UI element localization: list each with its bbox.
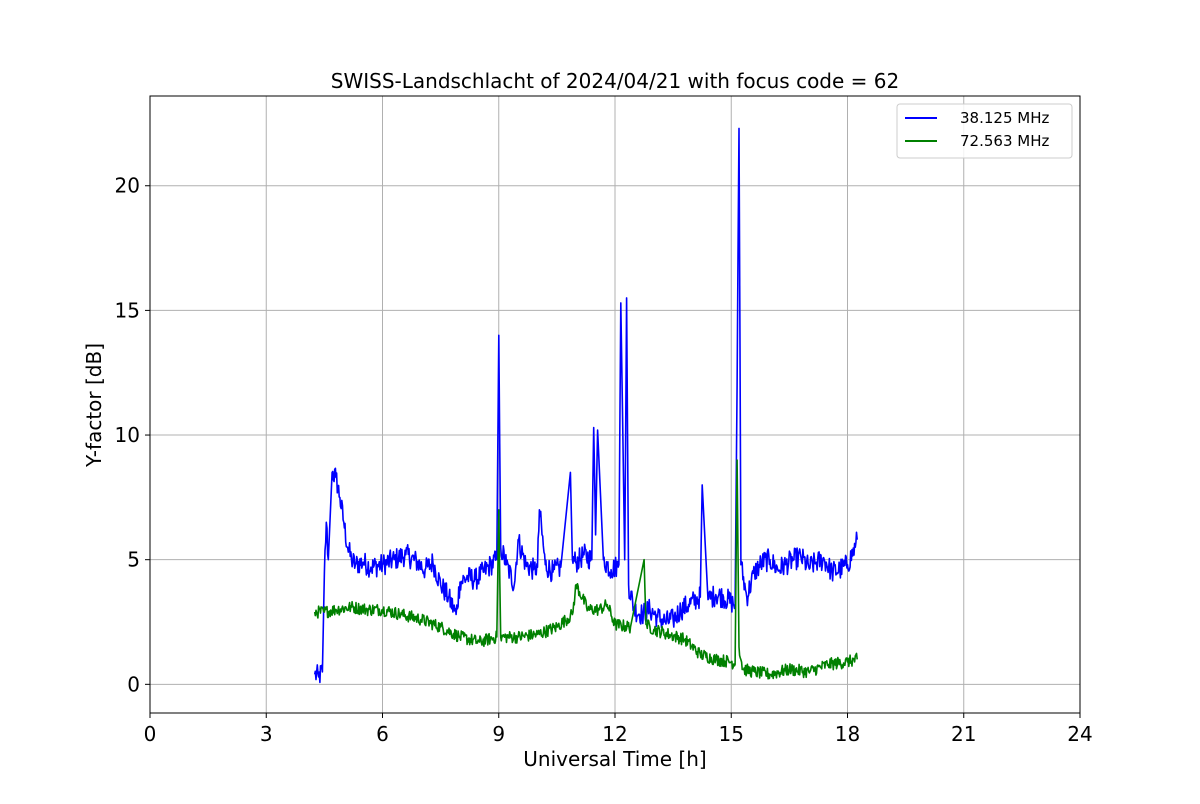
x-tick-label: 15 — [719, 722, 744, 746]
series-line-1 — [313, 459, 858, 680]
y-tick-label: 0 — [127, 672, 140, 696]
y-axis-label: Y-factor [dB] — [82, 343, 106, 468]
series-line-0 — [313, 127, 858, 684]
x-tick-label: 9 — [492, 722, 505, 746]
y-tick-label: 15 — [115, 298, 140, 322]
ticks: 0 3 6 9 12 15 18 21 24 0 5 10 15 20 — [115, 174, 1093, 746]
x-tick-label: 6 — [376, 722, 389, 746]
y-tick-label: 20 — [115, 174, 140, 198]
legend: 38.125 MHz 72.563 MHz — [896, 103, 1073, 159]
legend-box — [896, 103, 1073, 159]
series-layer — [313, 127, 858, 684]
x-axis-label: Universal Time [h] — [523, 747, 706, 771]
y-tick-label: 10 — [115, 423, 140, 447]
x-tick-label: 0 — [144, 722, 157, 746]
chart-title: SWISS-Landschlacht of 2024/04/21 with fo… — [331, 69, 899, 93]
x-tick-label: 12 — [602, 722, 627, 746]
grid — [149, 96, 1081, 713]
y-tick-label: 5 — [127, 548, 140, 572]
legend-label-1: 72.563 MHz — [960, 132, 1049, 150]
x-tick-label: 24 — [1067, 722, 1092, 746]
x-tick-label: 18 — [835, 722, 860, 746]
legend-label-0: 38.125 MHz — [960, 109, 1049, 127]
x-tick-label: 3 — [260, 722, 273, 746]
x-tick-label: 21 — [951, 722, 976, 746]
